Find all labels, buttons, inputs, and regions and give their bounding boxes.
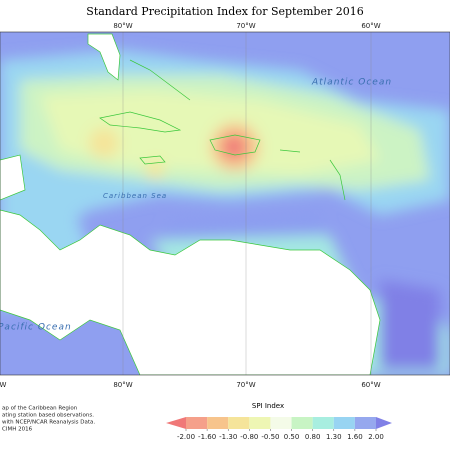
ocean-label: Pacific Ocean: [0, 323, 72, 333]
longitude-label: 80°W: [113, 22, 132, 30]
legend-tick-label: 0.80: [305, 433, 321, 441]
coastlines: [99, 59, 346, 201]
land: [0, 33, 381, 375]
legend-tick-label: -1.60: [198, 433, 216, 441]
legend-swatch: [376, 417, 392, 429]
legend-swatch: [312, 417, 334, 429]
longitude-labels: 80°W 70°W 60°W W 80°W 70°W 60°W: [0, 22, 381, 389]
map: Atlantic Ocean Caribbean Sea Pacific Oce…: [0, 32, 450, 375]
credit-line: CIMH 2016: [2, 427, 33, 433]
legend-tick-label: -1.30: [219, 433, 237, 441]
longitude-label: W: [0, 381, 7, 389]
legend-swatch: [228, 417, 250, 429]
legend-tick-label: 1.30: [326, 433, 342, 441]
legend-tick-label: -0.80: [240, 433, 258, 441]
legend-swatch: [186, 417, 208, 429]
legend-tick-label: -0.50: [261, 433, 279, 441]
longitude-label: 70°W: [236, 22, 255, 30]
credit-line: with NCEP/NCAR Reanalysis Data.: [2, 420, 95, 426]
legend-swatch: [291, 417, 313, 429]
legend-tick-label: 1.60: [347, 433, 363, 441]
legend: -2.00 -1.60 -1.30 -0.80 -0.50 0.50 0.80 1.30 1.6…: [166, 417, 392, 441]
legend-title: SPI Index: [252, 402, 284, 410]
credit-line: ating station based observations.: [2, 413, 94, 419]
legend-swatch: [333, 417, 355, 429]
map-frame: [0, 31, 450, 376]
longitude-label: 80°W: [113, 381, 132, 389]
credit-line: ap of the Caribbean Region: [2, 406, 78, 412]
legend-tick-label: 0.50: [284, 433, 300, 441]
graticule: [122, 32, 372, 375]
legend-swatch: [354, 417, 376, 429]
longitude-label: 70°W: [236, 381, 255, 389]
legend-swatch: [270, 417, 292, 429]
ocean-label: Atlantic Ocean: [311, 78, 392, 88]
longitude-label: 60°W: [361, 22, 380, 30]
legend-tick-label: -2.00: [177, 433, 195, 441]
title: Standard Precipitation Index for Septemb…: [86, 5, 363, 18]
legend-swatch: [207, 417, 229, 429]
legend-swatch: [249, 417, 271, 429]
legend-swatch: [166, 417, 186, 429]
ocean-label: Caribbean Sea: [103, 192, 167, 200]
legend-tick-label: 2.00: [368, 433, 384, 441]
longitude-label: 60°W: [361, 381, 380, 389]
